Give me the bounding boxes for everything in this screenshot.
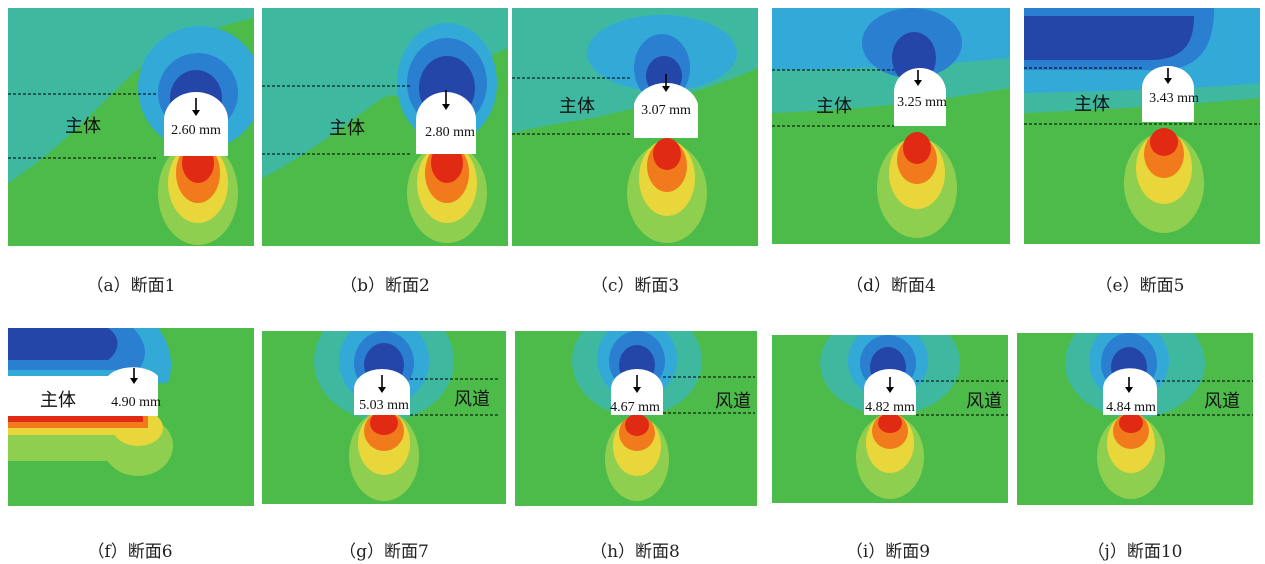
region-label: 主体 xyxy=(40,390,76,411)
region-label: 主体 xyxy=(65,116,101,137)
region-label: 主体 xyxy=(559,96,595,117)
region-label: 风道 xyxy=(1204,391,1240,412)
caption-d: （d）断面4 xyxy=(846,276,936,296)
caption-e: （e）断面5 xyxy=(1095,276,1185,296)
displacement-value: 4.90 mm xyxy=(111,395,161,410)
panel-d: 3.25 mm 主体 xyxy=(772,8,1010,244)
displacement-value: 4.84 mm xyxy=(1106,400,1156,415)
caption-b: （b）断面2 xyxy=(340,276,430,296)
panel-j: 4.84 mm 风道 xyxy=(1017,333,1253,505)
region-label: 主体 xyxy=(1074,94,1110,115)
displacement-value: 4.67 mm xyxy=(610,400,660,415)
region-label: 主体 xyxy=(816,96,852,117)
displacement-value: 3.07 mm xyxy=(641,103,691,118)
panel-h: 4.67 mm 风道 xyxy=(515,331,757,506)
panel-i: 4.82 mm 风道 xyxy=(772,335,1008,503)
panel-f: 4.90 mm 主体 xyxy=(8,328,254,506)
displacement-value: 3.25 mm xyxy=(897,95,947,110)
caption-i: （i）断面9 xyxy=(845,542,931,562)
caption-f: （f）断面6 xyxy=(87,542,173,562)
panel-c: 3.07 mm 主体 xyxy=(512,8,758,246)
region-label: 风道 xyxy=(966,391,1002,412)
caption-g: （g）断面7 xyxy=(339,542,429,562)
displacement-value: 3.43 mm xyxy=(1149,91,1199,106)
panel-g: 5.03 mm 风道 xyxy=(262,331,506,504)
region-label: 风道 xyxy=(715,391,751,412)
caption-c: （c）断面3 xyxy=(590,276,680,296)
panel-e: 3.43 mm 主体 xyxy=(1024,8,1260,244)
region-label: 主体 xyxy=(329,118,365,139)
caption-a: （a）断面1 xyxy=(86,276,176,296)
displacement-value: 2.80 mm xyxy=(425,125,475,140)
displacement-value: 5.03 mm xyxy=(359,398,409,413)
panel-a: 2.60 mm 主体 xyxy=(8,8,254,246)
caption-j: （j）断面10 xyxy=(1087,542,1183,562)
displacement-value: 4.82 mm xyxy=(865,400,915,415)
displacement-value: 2.60 mm xyxy=(171,123,221,138)
caption-h: （h）断面8 xyxy=(590,542,680,562)
panel-b: 2.80 mm 主体 xyxy=(262,8,508,246)
region-label: 风道 xyxy=(454,389,490,410)
